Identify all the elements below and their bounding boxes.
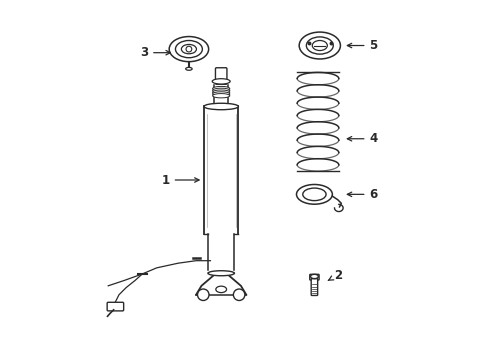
Ellipse shape	[175, 41, 202, 58]
Ellipse shape	[310, 274, 318, 279]
Ellipse shape	[212, 94, 229, 98]
Ellipse shape	[299, 32, 340, 59]
Text: 5: 5	[346, 39, 377, 52]
Text: 6: 6	[346, 188, 377, 201]
Circle shape	[233, 289, 244, 301]
Ellipse shape	[215, 286, 226, 293]
Ellipse shape	[203, 103, 238, 110]
Ellipse shape	[169, 37, 208, 62]
Ellipse shape	[302, 188, 325, 201]
Ellipse shape	[185, 67, 192, 70]
Ellipse shape	[306, 37, 333, 54]
Ellipse shape	[181, 44, 196, 54]
Circle shape	[185, 46, 191, 52]
Circle shape	[197, 289, 208, 301]
Ellipse shape	[212, 92, 229, 96]
FancyBboxPatch shape	[107, 302, 123, 311]
Ellipse shape	[212, 90, 229, 94]
Ellipse shape	[212, 88, 229, 93]
FancyBboxPatch shape	[215, 68, 226, 84]
Ellipse shape	[312, 41, 326, 50]
Ellipse shape	[296, 184, 332, 204]
Ellipse shape	[207, 271, 234, 276]
Ellipse shape	[212, 79, 230, 84]
Text: 3: 3	[140, 46, 170, 59]
FancyBboxPatch shape	[310, 279, 317, 296]
Text: 4: 4	[346, 132, 377, 145]
Text: 2: 2	[327, 269, 341, 282]
Text: 1: 1	[161, 174, 199, 186]
FancyBboxPatch shape	[309, 274, 319, 280]
Ellipse shape	[212, 86, 229, 91]
